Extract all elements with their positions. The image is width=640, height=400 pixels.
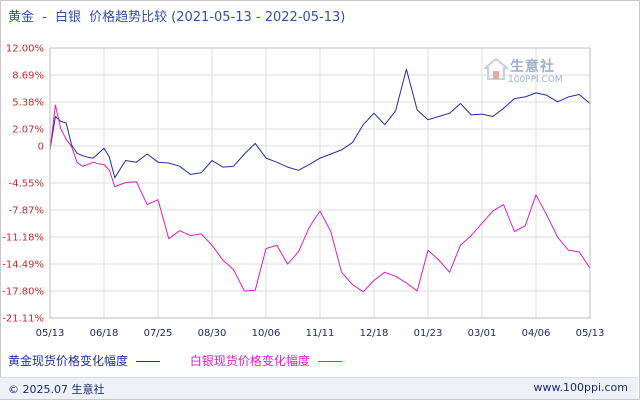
- house-logo-icon: [484, 58, 508, 80]
- title-metal1: 黄金: [8, 10, 35, 25]
- y-axis-ticks: 12.00% 8.69% 5.38% 2.07% 0 -4.55% -7.87% -11.18…: [2, 44, 44, 325]
- x-tick-label: 11/11: [306, 328, 335, 339]
- y-tick-label: -7.87%: [9, 206, 44, 217]
- legend-silver: 白银现货价格变化幅度: [190, 354, 342, 368]
- x-tick-label: 08/30: [198, 328, 227, 339]
- title-separator: -: [42, 10, 47, 25]
- y-tick-label: -4.55%: [9, 178, 44, 189]
- y-tick-label: 5.38%: [12, 97, 44, 108]
- y-tick-label: 0: [38, 141, 44, 152]
- legend-silver-swatch: [317, 361, 342, 362]
- x-tick-label: 06/18: [90, 328, 119, 339]
- y-tick-label: -17.80%: [2, 287, 44, 298]
- series-lines: [49, 68, 591, 293]
- gold-series-line: [49, 68, 591, 179]
- title-range: (2021-05-13 - 2022-05-13): [171, 10, 346, 25]
- footer-site-link[interactable]: www.100ppi.com: [533, 381, 628, 394]
- watermark-cn: 生意社: [510, 59, 555, 75]
- x-tick-label: 05/13: [576, 328, 605, 339]
- y-tick-label: 12.00%: [6, 44, 44, 55]
- x-tick-label: 07/25: [144, 328, 173, 339]
- x-tick-label: 01/23: [414, 328, 443, 339]
- y-tick-label: -21.11%: [2, 314, 44, 325]
- legend-gold-label: 黄金现货价格变化幅度: [8, 354, 129, 368]
- title-suffix: 价格趋势比较: [89, 10, 168, 25]
- chart-legend: 黄金现货价格变化幅度 白银现货价格变化幅度: [8, 352, 368, 369]
- title-metal2: 白银: [55, 10, 82, 25]
- chart-title: 黄金 - 白银 价格趋势比较 (2021-05-13 - 2022-05-13): [8, 6, 349, 25]
- silver-series-line: [49, 104, 591, 293]
- watermark-logo: 生意社 100PPI.COM: [484, 56, 576, 90]
- legend-silver-label: 白银现货价格变化幅度: [189, 354, 310, 368]
- x-tick-label: 05/13: [36, 328, 65, 339]
- legend-gold: 黄金现货价格变化幅度: [8, 354, 164, 368]
- footer-copyright: © 2025.07 生意社: [8, 383, 105, 396]
- plot-border: [49, 47, 591, 319]
- x-tick-label: 10/06: [252, 328, 281, 339]
- y-tick-label: -11.18%: [2, 233, 44, 244]
- footer-bar: © 2025.07 生意社 www.100ppi.com: [0, 377, 638, 399]
- x-axis-ticks: 05/13 06/18 07/25 08/30 10/06 11/11 12/18 01/23…: [36, 328, 605, 339]
- legend-gold-swatch: [136, 361, 161, 362]
- x-tick-label: 03/01: [468, 328, 497, 339]
- y-tick-label: 8.69%: [12, 70, 44, 81]
- watermark-en: 100PPI.COM: [508, 75, 563, 85]
- y-tick-label: 2.07%: [12, 124, 44, 135]
- x-tick-label: 12/18: [360, 328, 389, 339]
- y-tick-label: -14.49%: [2, 260, 44, 271]
- x-tick-label: 04/06: [522, 328, 551, 339]
